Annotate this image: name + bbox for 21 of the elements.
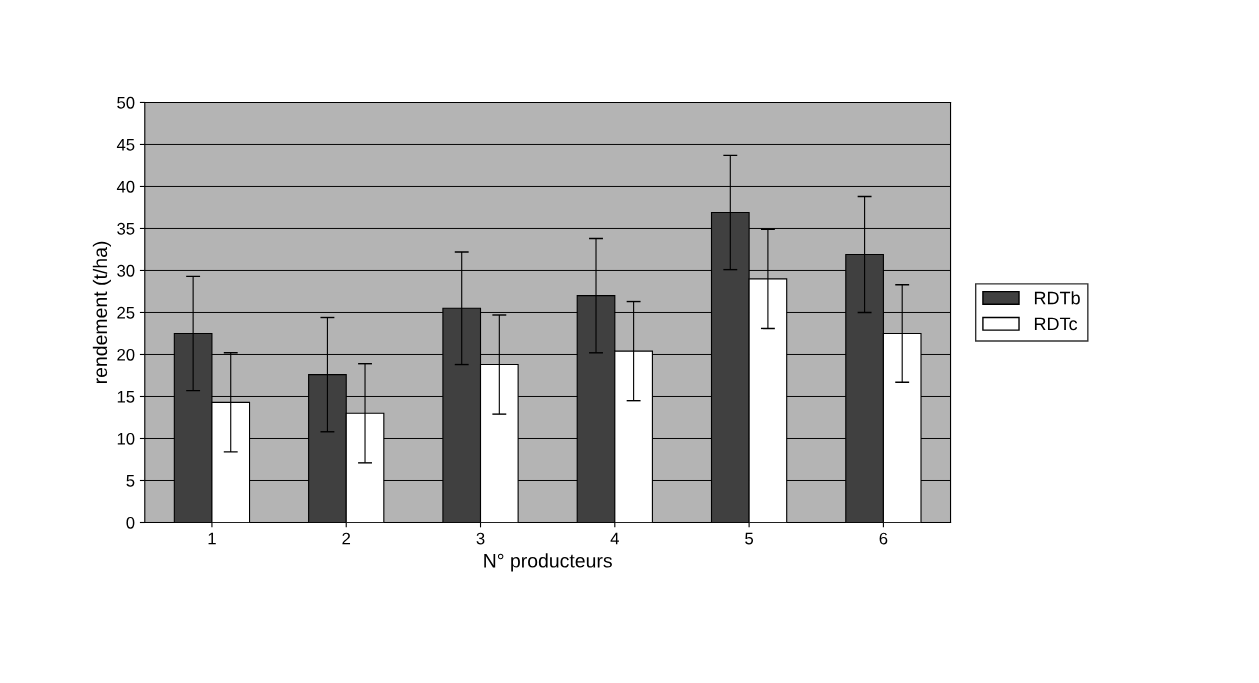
y-tick-label: 20: [117, 348, 135, 361]
x-tick-label: 5: [745, 532, 754, 545]
y-tick-label: 50: [117, 96, 135, 109]
y-tick-label: 40: [116, 180, 135, 193]
x-axis-title: N° producteurs: [484, 553, 612, 572]
y-tick-label: 10: [117, 432, 135, 445]
y-tick-label: 0: [126, 516, 135, 529]
x-tick-label: 4: [610, 532, 619, 545]
y-tick-label: 15: [117, 391, 135, 403]
y-tick-label: 25: [117, 306, 135, 319]
legend-label: RDTc: [1034, 317, 1078, 331]
y-tick-label: 5: [126, 475, 135, 487]
y-axis-title: rendement (t/ha): [92, 241, 111, 384]
x-tick-label: 1: [208, 532, 216, 545]
x-tick-label: 3: [476, 532, 485, 545]
x-tick-label: 2: [342, 532, 351, 545]
legend-label: RDTb: [1034, 291, 1080, 305]
y-tick-label: 45: [116, 139, 135, 151]
y-tick-label: 30: [117, 264, 135, 277]
y-tick-label: 35: [117, 222, 135, 235]
x-tick-label: 6: [879, 532, 888, 545]
